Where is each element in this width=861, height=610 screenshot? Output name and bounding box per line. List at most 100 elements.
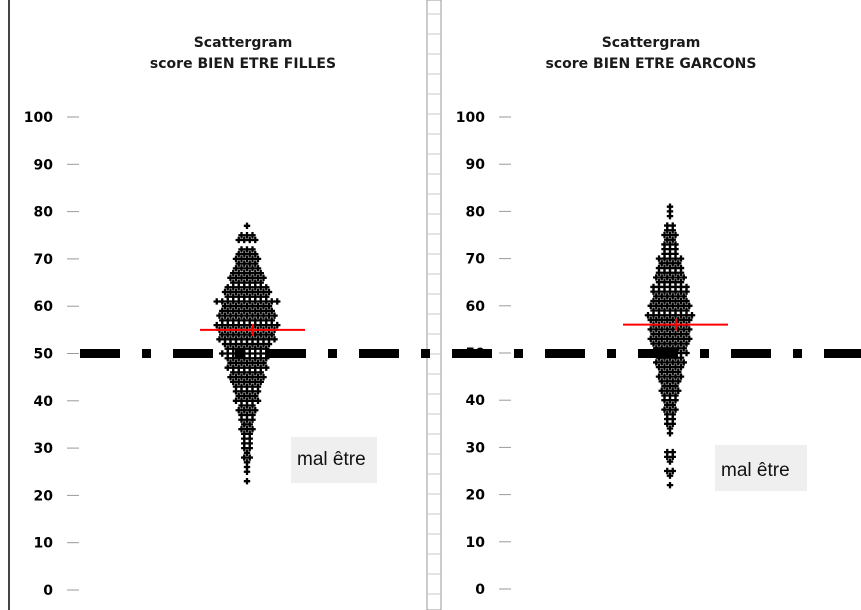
- data-point: [243, 312, 251, 319]
- data-point: [238, 246, 245, 253]
- data-point: [672, 363, 679, 371]
- y-tick-label: 0: [43, 583, 53, 599]
- data-point: [243, 468, 251, 475]
- data-point: [263, 331, 270, 338]
- data-point: [241, 321, 248, 329]
- data-point: [680, 335, 687, 343]
- data-point: [238, 265, 245, 272]
- data-point: [246, 421, 253, 428]
- data-point: [260, 359, 267, 367]
- data-point: [666, 312, 674, 319]
- data-point: [672, 406, 679, 413]
- data-point: [675, 359, 682, 366]
- data-point: [232, 255, 240, 263]
- y-tick-label: 100: [24, 110, 53, 126]
- data-point: [254, 255, 262, 263]
- data-point: [658, 293, 665, 300]
- data-point: [677, 297, 685, 305]
- data-point: [232, 359, 240, 367]
- data-point: [664, 316, 671, 324]
- y-tick-label: 90: [34, 157, 54, 173]
- data-point: [664, 326, 671, 333]
- data-point: [238, 288, 245, 296]
- data-point: [232, 388, 240, 395]
- data-point: [677, 330, 685, 338]
- data-point: [675, 335, 682, 343]
- data-point: [235, 307, 242, 315]
- data-point: [680, 326, 687, 333]
- data-point: [254, 312, 262, 319]
- data-point: [263, 307, 270, 315]
- data-point: [669, 467, 676, 475]
- data-point: [241, 307, 248, 315]
- data-point: [221, 312, 229, 319]
- mean-marker: [200, 323, 305, 336]
- data-point: [658, 326, 665, 333]
- data-point: [666, 430, 674, 437]
- data-point: [653, 293, 660, 300]
- data-point: [246, 355, 253, 362]
- data-point: [219, 350, 226, 357]
- data-point: [241, 298, 248, 305]
- data-point: [243, 246, 251, 253]
- data-point: [249, 425, 256, 433]
- data-point: [213, 298, 220, 305]
- data-point: [246, 369, 253, 376]
- data-point: [683, 288, 690, 295]
- y-tick-label: 30: [34, 441, 54, 457]
- data-point: [235, 407, 242, 414]
- data-point: [271, 312, 278, 319]
- data-point: [658, 302, 665, 309]
- data-point: [664, 378, 671, 385]
- data-point: [672, 255, 679, 262]
- data-point: [265, 312, 273, 319]
- data-point: [238, 255, 245, 263]
- y-tick-label: 70: [466, 252, 486, 268]
- data-point: [249, 416, 256, 423]
- data-point: [675, 345, 682, 352]
- data-point: [666, 297, 674, 305]
- data-point: [254, 373, 262, 381]
- data-point: [265, 288, 273, 296]
- chart-filles: Scattergram score BIEN ETRE FILLES 0 10 20…: [24, 35, 377, 599]
- data-point: [241, 378, 248, 386]
- data-point: [271, 336, 278, 343]
- data-point: [650, 312, 657, 319]
- data-point: [683, 330, 690, 338]
- data-point: [252, 369, 259, 376]
- data-point: [263, 298, 270, 305]
- data-point: [655, 363, 663, 371]
- data-point: [241, 392, 248, 400]
- data-point: [254, 397, 262, 404]
- data-point: [677, 373, 685, 380]
- data-point: [246, 378, 253, 386]
- y-tick-label: 20: [34, 488, 54, 504]
- data-point: [672, 397, 679, 404]
- data-point: [661, 363, 668, 371]
- chart-title-line2: score BIEN ETRE GARCONS: [546, 56, 757, 72]
- data-point: [238, 402, 245, 409]
- data-point: [241, 407, 248, 414]
- data-point: [664, 236, 671, 243]
- data-point: [224, 355, 231, 362]
- data-point: [647, 335, 654, 343]
- data-point: [664, 293, 671, 300]
- data-point: [669, 236, 676, 243]
- data-point: [219, 321, 226, 329]
- data-point: [274, 298, 281, 305]
- chart-title-line2: score BIEN ETRE FILLES: [150, 56, 336, 72]
- data-point: [238, 359, 245, 367]
- data-point: [243, 265, 251, 272]
- data-point: [249, 402, 256, 409]
- data-point: [268, 307, 275, 315]
- data-point: [219, 331, 226, 338]
- data-point: [675, 274, 682, 281]
- data-point: [243, 359, 251, 367]
- data-point: [230, 369, 237, 376]
- data-point: [680, 359, 687, 366]
- data-point: [230, 331, 237, 338]
- data-point: [664, 359, 671, 366]
- data-point: [246, 250, 253, 258]
- data-point: [653, 335, 660, 343]
